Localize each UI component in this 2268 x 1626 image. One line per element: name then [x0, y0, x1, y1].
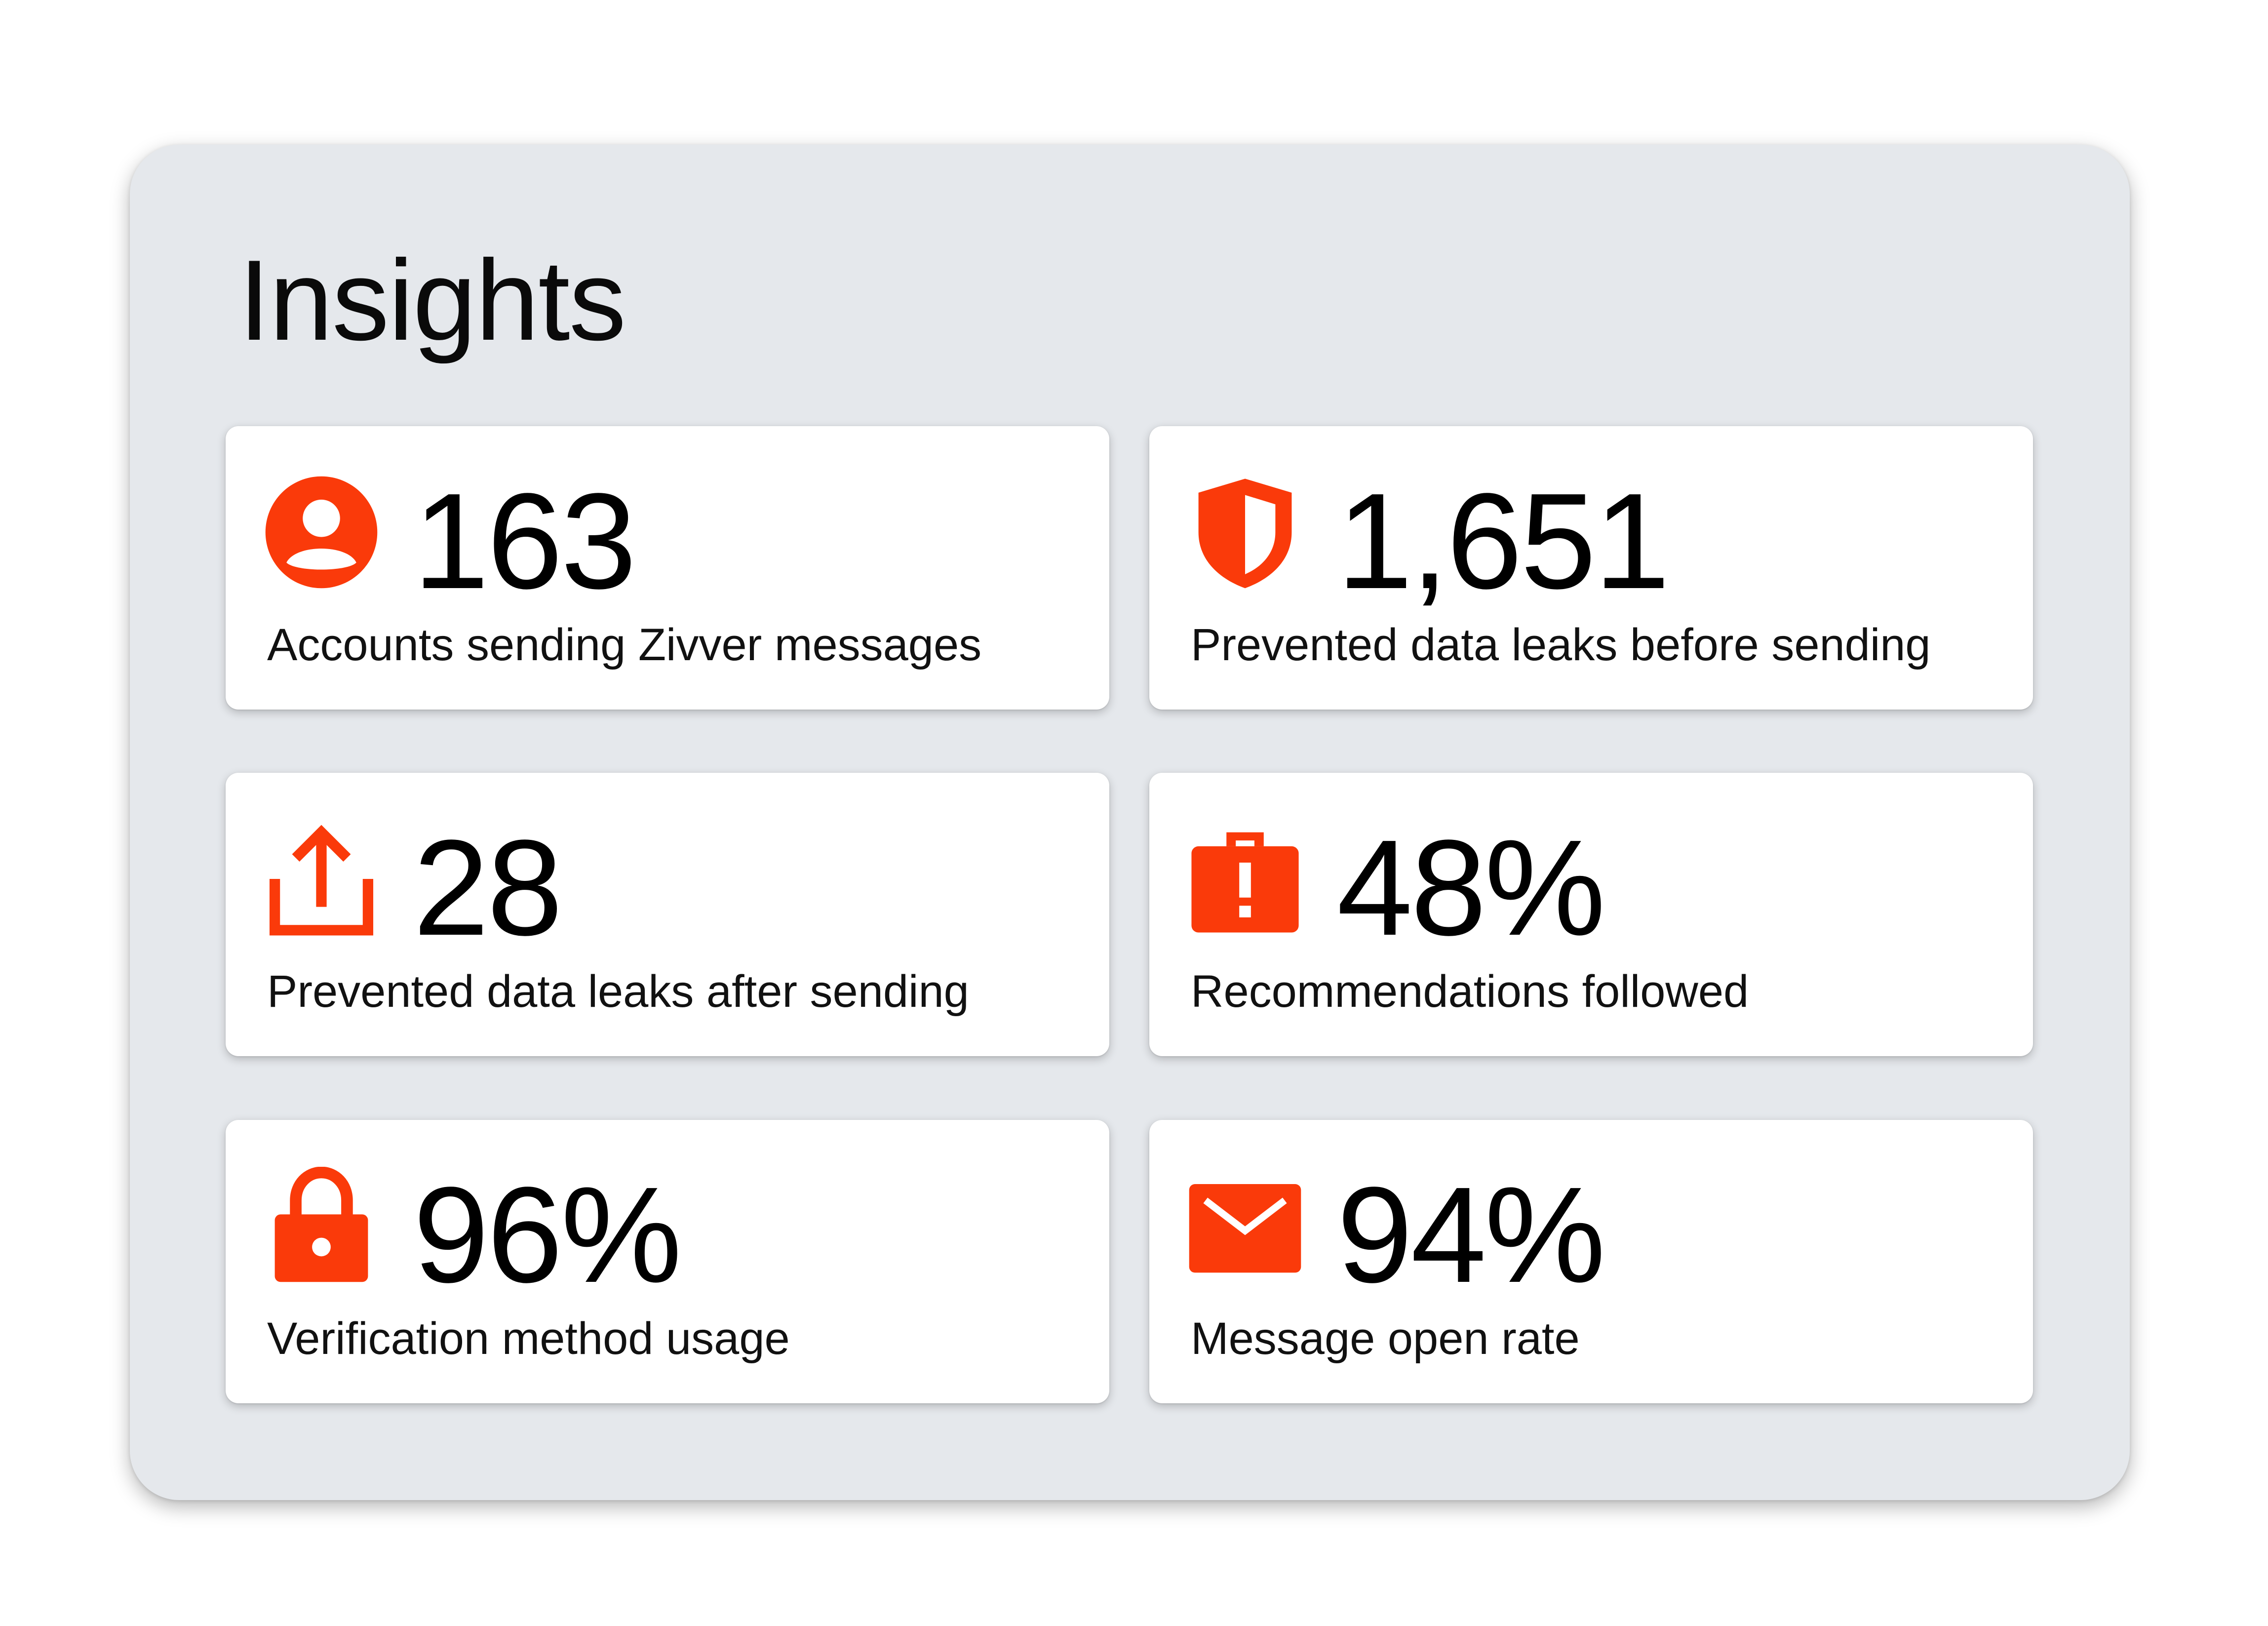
stat-value: 1,651 [1337, 465, 1670, 617]
stat-card-leaks-after: 28 Prevented data leaks after sending [226, 773, 1109, 1056]
shield-icon [1187, 473, 1303, 592]
stat-value: 28 [413, 812, 563, 964]
stat-card-leaks-before: 1,651 Prevented data leaks before sendin… [1149, 426, 2033, 710]
stat-value: 163 [413, 465, 636, 617]
stat-label: Prevented data leaks after sending [267, 966, 969, 1017]
stat-label: Accounts sending Zivver messages [267, 620, 982, 670]
panel-title: Insights [238, 237, 626, 364]
stat-card-open-rate: 94% Message open rate [1149, 1120, 2033, 1403]
user-circle-icon [263, 473, 380, 592]
insights-panel: Insights 163 Accounts sending Zivver mes… [130, 145, 2130, 1500]
stat-value: 96% [413, 1159, 682, 1311]
stat-card-verification: 96% Verification method usage [226, 1120, 1109, 1403]
stat-card-recommendations: 48% Recommendations followed [1149, 773, 2033, 1056]
stat-label: Verification method usage [267, 1313, 790, 1364]
envelope-icon [1187, 1167, 1303, 1285]
upload-icon [263, 820, 380, 938]
briefcase-alert-icon [1187, 820, 1303, 938]
stat-value: 94% [1337, 1159, 1605, 1311]
stat-label: Message open rate [1191, 1313, 1580, 1364]
stat-card-accounts: 163 Accounts sending Zivver messages [226, 426, 1109, 710]
stat-value: 48% [1337, 812, 1605, 964]
stat-label: Recommendations followed [1191, 966, 1749, 1017]
lock-icon [263, 1167, 380, 1285]
stat-label: Prevented data leaks before sending [1191, 620, 1931, 670]
